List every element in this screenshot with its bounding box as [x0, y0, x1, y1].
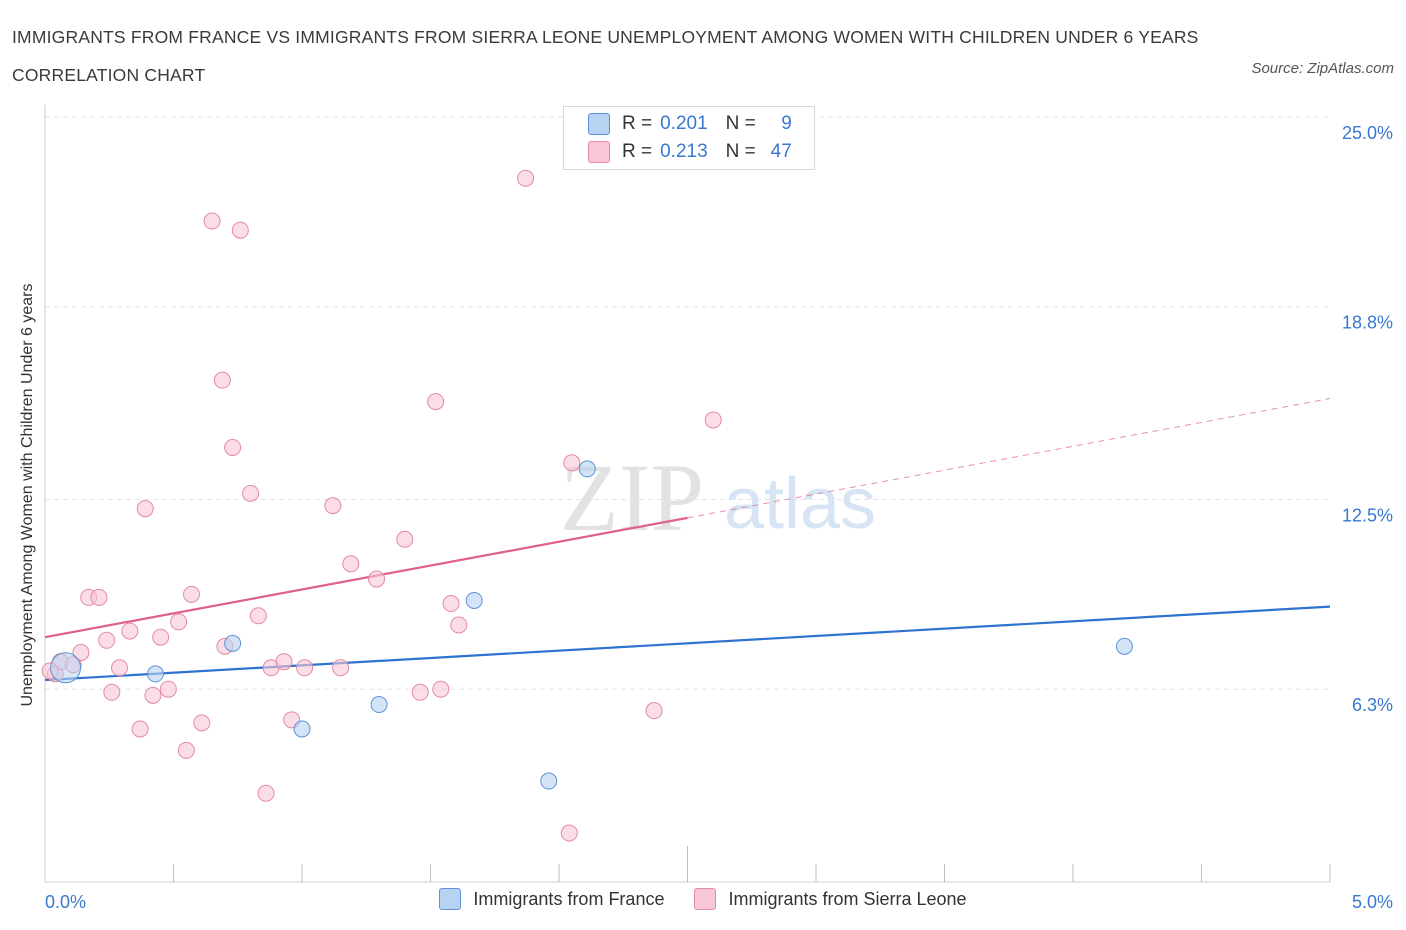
sierra-leone-point — [249, 607, 267, 625]
france-point — [465, 591, 483, 609]
sierra-leone-point — [442, 595, 460, 613]
y-tick-label: 6.3% — [1352, 695, 1393, 715]
n-value: 9 — [781, 113, 792, 134]
sierra-leone-point — [517, 169, 535, 187]
sierra-leone-point — [131, 720, 149, 738]
r-value: 0.201 — [660, 113, 708, 134]
sierra-leone-point — [144, 686, 162, 704]
france-point — [147, 665, 165, 683]
france-swatch — [588, 113, 610, 135]
legend-item-france: Immigrants from France — [439, 888, 664, 910]
n-value: 47 — [770, 141, 792, 162]
n-label: N = — [725, 141, 756, 162]
sierra-leone-swatch — [694, 888, 717, 910]
sierra-leone-point — [121, 622, 139, 640]
y-tick-label: 18.8% — [1342, 313, 1393, 333]
legend-label: Immigrants from France — [473, 888, 665, 909]
sierra-leone-point — [72, 644, 90, 661]
sierra-leone-point — [177, 741, 195, 759]
sierra-leone-point — [411, 683, 429, 701]
france-point — [293, 720, 311, 738]
sierra-leone-point — [224, 438, 242, 456]
sierra-leone-point — [159, 680, 177, 698]
watermark-atlas: atlas — [724, 464, 876, 544]
sierra-leone-point — [396, 530, 414, 548]
sierra-leone-point — [427, 393, 445, 411]
france-point — [224, 634, 242, 652]
chart-title: IMMIGRANTS FROM FRANCE VS IMMIGRANTS FRO… — [12, 27, 1199, 85]
sierra-leone-point — [560, 824, 578, 842]
france-point — [1115, 637, 1133, 655]
sierra-leone-point — [203, 212, 221, 230]
y-tick-label: 12.5% — [1342, 506, 1393, 526]
sierra-leone-point — [645, 702, 663, 720]
sierra-leone-point — [704, 411, 722, 429]
sierra-leone-point — [432, 680, 450, 698]
x-tick-label: 5.0% — [1352, 892, 1393, 912]
sierra-leone-point — [296, 659, 314, 677]
watermark-zip: ZIP — [560, 444, 704, 551]
sierra-leone-point — [193, 714, 211, 732]
x-tick-label: 0.0% — [45, 892, 86, 912]
sierra-leone-point — [324, 497, 342, 515]
sierra-leone-point — [170, 613, 188, 631]
sierra-leone-point — [111, 659, 129, 677]
r-value: 0.213 — [660, 141, 708, 162]
sierra-leone-trend-extension — [687, 398, 1331, 519]
sierra-leone-point — [242, 484, 260, 502]
sierra-leone-point — [257, 784, 275, 802]
legend-row-sierra-leone: R = 0.213 N = 47 — [588, 139, 792, 165]
sierra-leone-point — [231, 221, 249, 239]
sierra-leone-trend-line — [44, 516, 688, 639]
sierra-leone-point — [213, 371, 231, 389]
legend-label: Immigrants from Sierra Leone — [728, 888, 967, 909]
series-legend: Immigrants from France Immigrants from S… — [0, 888, 1406, 910]
legend-item-sierra-leone: Immigrants from Sierra Leone — [694, 888, 967, 910]
sierra-leone-point — [332, 659, 350, 677]
r-label: R = — [622, 113, 653, 134]
legend-row-france: R = 0.201 N = 9 — [588, 111, 792, 137]
france-point — [370, 696, 388, 714]
france-trend-line — [44, 605, 1331, 682]
sierra-leone-point — [563, 454, 581, 472]
france-point — [578, 460, 596, 478]
n-label: N = — [725, 113, 756, 134]
sierra-leone-point — [90, 588, 108, 606]
sierra-leone-point — [342, 555, 360, 573]
sierra-leone-point — [450, 616, 468, 634]
y-tick-label: 25.0% — [1342, 123, 1393, 143]
sierra-leone-point — [103, 683, 121, 701]
sierra-leone-point — [368, 570, 386, 588]
correlation-legend: R = 0.201 N = 9 R = 0.213 N = 47 — [563, 106, 815, 170]
sierra-leone-point — [182, 585, 200, 603]
sierra-leone-swatch — [588, 141, 610, 163]
sierra-leone-point — [152, 628, 170, 646]
sierra-leone-point — [275, 653, 293, 671]
source-label: Source: ZipAtlas.com — [1251, 60, 1394, 77]
r-label: R = — [622, 141, 653, 162]
france-point — [50, 652, 82, 684]
france-swatch — [439, 888, 462, 910]
france-point — [540, 772, 558, 790]
sierra-leone-point — [136, 500, 154, 518]
sierra-leone-point — [98, 631, 116, 649]
